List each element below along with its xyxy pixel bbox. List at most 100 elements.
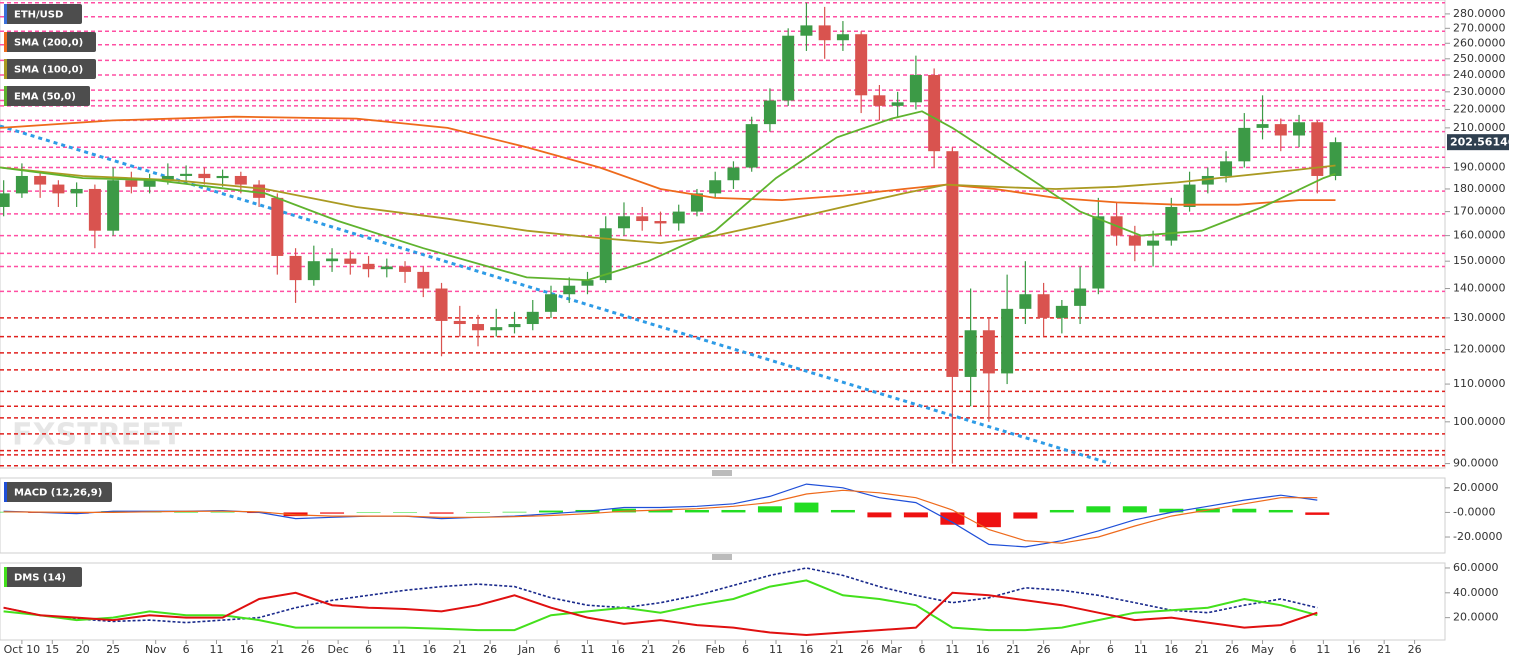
- y-tick-label: -20.0000: [1453, 530, 1502, 543]
- histogram-bar: [283, 512, 308, 517]
- x-tick-label: Jan: [517, 643, 535, 656]
- x-tick-label: 21: [830, 643, 844, 656]
- candle-body: [1311, 122, 1324, 176]
- histogram-bar: [1013, 512, 1038, 519]
- candle-body: [307, 261, 320, 281]
- histogram-bar: [1232, 508, 1257, 513]
- legend-box[interactable]: ETH/USD SMA (200,0) SMA (100,0) EMA (50,0): [4, 4, 96, 106]
- x-tick-label: 20: [76, 643, 90, 656]
- candle-body: [964, 330, 977, 377]
- y-tick-label: 160.0000: [1453, 229, 1506, 242]
- histogram-bar: [1122, 506, 1147, 513]
- candle-body: [946, 151, 959, 377]
- x-tick-label: 6: [365, 643, 372, 656]
- candle-body: [362, 263, 375, 270]
- candle-body: [654, 221, 667, 224]
- x-tick-label: 26: [301, 643, 315, 656]
- x-tick-label: 21: [1377, 643, 1391, 656]
- y-tick-label: 260.0000: [1453, 36, 1506, 49]
- x-tick-label: 21: [1195, 643, 1209, 656]
- candle-body: [873, 95, 886, 106]
- y-tick-label: 170.0000: [1453, 205, 1506, 218]
- legend-label: SMA (100,0): [14, 65, 83, 76]
- x-tick-label: 11: [210, 643, 224, 656]
- candle-body: [763, 100, 776, 125]
- candle-body: [125, 180, 138, 187]
- x-tick-label: 26: [1225, 643, 1239, 656]
- x-tick-label: 11: [1134, 643, 1148, 656]
- histogram-bar: [1086, 506, 1111, 513]
- legend-bg: [4, 482, 112, 502]
- y-tick-label: 140.0000: [1453, 282, 1506, 295]
- y-tick-label: 150.0000: [1453, 254, 1506, 267]
- candle-body: [599, 228, 612, 281]
- candle-body: [1238, 127, 1251, 162]
- x-tick-label: Dec: [327, 643, 348, 656]
- x-tick-label: 11: [580, 643, 594, 656]
- y-tick-label: -0.0000: [1453, 505, 1495, 518]
- candle-body: [216, 175, 229, 179]
- candle-body: [690, 193, 703, 212]
- candle-body: [1147, 240, 1160, 246]
- candle-body: [234, 175, 247, 185]
- x-tick-label: 16: [1347, 643, 1361, 656]
- x-tick-label: 6: [918, 643, 925, 656]
- x-tick-label: Nov: [145, 643, 167, 656]
- panel-grip[interactable]: [712, 470, 732, 560]
- candle-body: [435, 288, 448, 321]
- histogram-bar: [320, 512, 345, 514]
- legend-swatch: [4, 567, 7, 587]
- x-tick-label: Feb: [705, 643, 724, 656]
- histogram-bar: [757, 506, 782, 513]
- candle-body: [88, 188, 101, 231]
- candle-body: [453, 320, 466, 325]
- legend-bg: [4, 59, 96, 79]
- x-tick-label: 6: [1289, 643, 1296, 656]
- watermark: FXSTREET: [12, 418, 183, 453]
- candle-body: [0, 193, 10, 207]
- panel-content: FXSTREET: [0, 1, 1445, 467]
- histogram-bar: [611, 508, 636, 513]
- x-tick-label: 21: [641, 643, 655, 656]
- x-tick-label: Mar: [881, 643, 902, 656]
- candle-body: [909, 74, 922, 103]
- candle-body: [928, 74, 941, 152]
- histogram-bar: [830, 509, 855, 513]
- x-tick-label: 21: [270, 643, 284, 656]
- legend-label: MACD (12,26,9): [14, 488, 102, 499]
- x-tick-label: 11: [769, 643, 783, 656]
- y-tick-label: 240.0000: [1453, 68, 1506, 81]
- histogram-bar: [1268, 509, 1293, 513]
- legend-bg: [4, 4, 82, 24]
- candle-body: [855, 34, 868, 96]
- candle-body: [289, 255, 302, 281]
- x-tick-label: 25: [106, 643, 120, 656]
- candle-body: [399, 266, 412, 272]
- moving-average: [0, 115, 1336, 206]
- x-tick-label: 16: [1164, 643, 1178, 656]
- x-tick-label: 11: [392, 643, 406, 656]
- dms-line: [3, 567, 1318, 624]
- candle-body: [782, 35, 795, 101]
- legend-label: ETH/USD: [14, 10, 63, 21]
- y-tick-label: 20.0000: [1453, 481, 1499, 494]
- moving-average: [0, 110, 1336, 282]
- x-tick-label: 21: [1006, 643, 1020, 656]
- x-tick-label: 6: [742, 643, 749, 656]
- histogram-bar: [1049, 509, 1074, 513]
- legend-box[interactable]: DMS (14): [4, 567, 82, 587]
- x-tick-label: Apr: [1071, 643, 1091, 656]
- x-tick-label: 26: [672, 643, 686, 656]
- histogram-bar: [940, 512, 965, 525]
- legend-bg: [4, 567, 82, 587]
- candle-body: [1293, 122, 1306, 136]
- candle-body: [672, 211, 685, 224]
- x-tick-label: 21: [453, 643, 467, 656]
- dms-line: [3, 579, 1318, 632]
- moving-average: [0, 164, 1336, 245]
- histogram-bar: [393, 512, 418, 513]
- legend-box[interactable]: MACD (12,26,9): [4, 482, 112, 502]
- legend-label: EMA (50,0): [14, 92, 76, 103]
- y-tick-label: 40.0000: [1453, 586, 1499, 599]
